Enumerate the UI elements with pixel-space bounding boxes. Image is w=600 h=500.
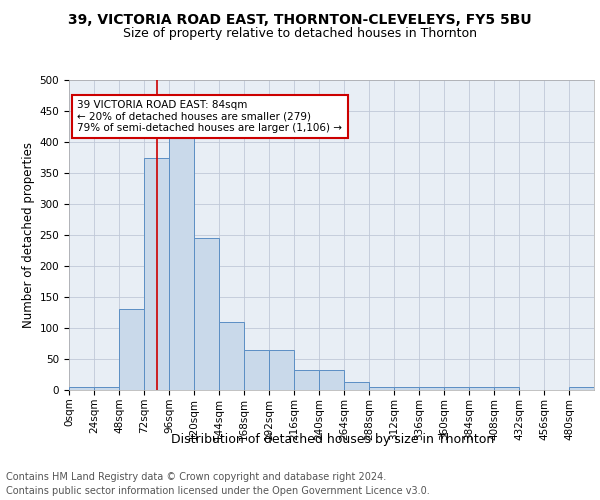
Bar bbox=[419, 387, 444, 390]
Bar bbox=[119, 310, 144, 390]
Bar bbox=[219, 322, 244, 390]
Bar bbox=[469, 387, 494, 390]
Bar bbox=[294, 370, 319, 390]
Bar bbox=[319, 370, 344, 390]
Text: 39 VICTORIA ROAD EAST: 84sqm
← 20% of detached houses are smaller (279)
79% of s: 39 VICTORIA ROAD EAST: 84sqm ← 20% of de… bbox=[77, 100, 343, 133]
Bar bbox=[269, 350, 294, 390]
Text: Size of property relative to detached houses in Thornton: Size of property relative to detached ho… bbox=[123, 28, 477, 40]
Bar bbox=[444, 387, 469, 390]
Text: 39, VICTORIA ROAD EAST, THORNTON-CLEVELEYS, FY5 5BU: 39, VICTORIA ROAD EAST, THORNTON-CLEVELE… bbox=[68, 12, 532, 26]
Text: Distribution of detached houses by size in Thornton: Distribution of detached houses by size … bbox=[172, 432, 494, 446]
Text: Contains HM Land Registry data © Crown copyright and database right 2024.: Contains HM Land Registry data © Crown c… bbox=[6, 472, 386, 482]
Text: Contains public sector information licensed under the Open Government Licence v3: Contains public sector information licen… bbox=[6, 486, 430, 496]
Bar bbox=[244, 350, 269, 390]
Bar bbox=[69, 387, 94, 390]
Bar bbox=[344, 382, 369, 390]
Bar bbox=[144, 158, 169, 390]
Bar bbox=[394, 387, 419, 390]
Bar bbox=[194, 238, 219, 390]
Y-axis label: Number of detached properties: Number of detached properties bbox=[22, 142, 35, 328]
Bar bbox=[94, 387, 119, 390]
Bar bbox=[169, 132, 194, 390]
Bar bbox=[569, 387, 594, 390]
Bar bbox=[494, 387, 519, 390]
Bar bbox=[369, 387, 394, 390]
